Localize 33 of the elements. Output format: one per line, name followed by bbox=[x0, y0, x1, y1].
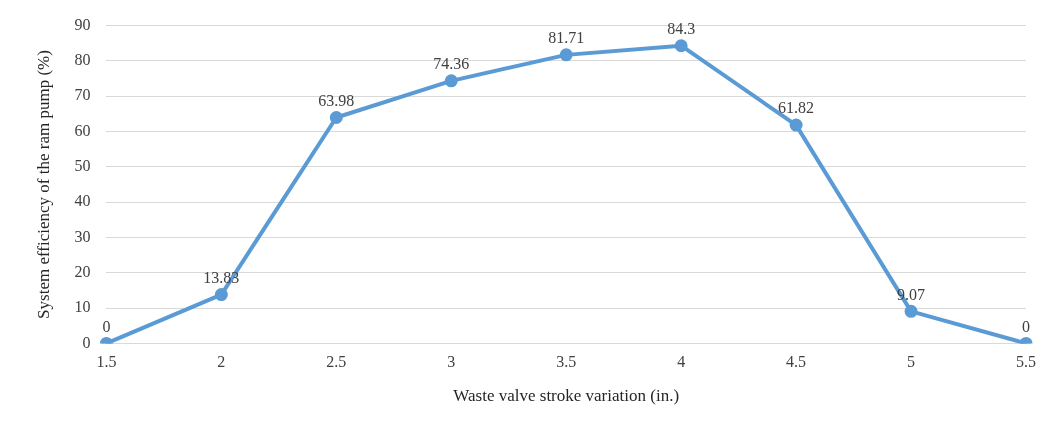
x-tick-label: 1.5 bbox=[96, 353, 117, 371]
y-tick-label: 40 bbox=[74, 192, 91, 210]
y-tick-label: 30 bbox=[74, 227, 91, 245]
x-tick-label: 5 bbox=[907, 353, 916, 371]
y-tick-label: 20 bbox=[74, 262, 91, 280]
y-tick-label: 90 bbox=[74, 15, 91, 33]
x-tick-label: 2.5 bbox=[326, 353, 347, 371]
x-tick-label: 3.5 bbox=[556, 353, 577, 371]
x-tick-label: 4 bbox=[677, 353, 686, 371]
y-axis-title: System efficiency of the ram pump (%) bbox=[33, 50, 53, 319]
data-label: 0 bbox=[102, 317, 111, 335]
data-label: 84.3 bbox=[667, 19, 696, 37]
y-tick-label: 70 bbox=[74, 86, 91, 104]
data-label: 63.98 bbox=[318, 91, 355, 109]
y-tick-label: 10 bbox=[74, 298, 91, 316]
point bbox=[559, 48, 573, 62]
point bbox=[789, 118, 803, 132]
x-tick-label: 2 bbox=[217, 353, 226, 371]
x-tick-label: 3 bbox=[447, 353, 456, 371]
data-label: 61.82 bbox=[778, 99, 815, 117]
data-label: 0 bbox=[1022, 317, 1030, 335]
data-label: 81.71 bbox=[548, 29, 585, 47]
y-tick-label: 0 bbox=[82, 333, 91, 351]
point bbox=[674, 39, 688, 53]
y-tick-label: 60 bbox=[74, 121, 91, 139]
y-tick-label: 80 bbox=[74, 51, 91, 69]
point bbox=[329, 110, 343, 124]
x-tick-label: 4.5 bbox=[786, 353, 807, 371]
x-axis-title: Waste valve stroke variation (in.) bbox=[453, 386, 680, 406]
point bbox=[444, 74, 458, 88]
data-label: 74.36 bbox=[433, 55, 470, 73]
x-tick-label: 5.5 bbox=[1016, 353, 1036, 371]
y-tick-label: 50 bbox=[74, 157, 91, 175]
